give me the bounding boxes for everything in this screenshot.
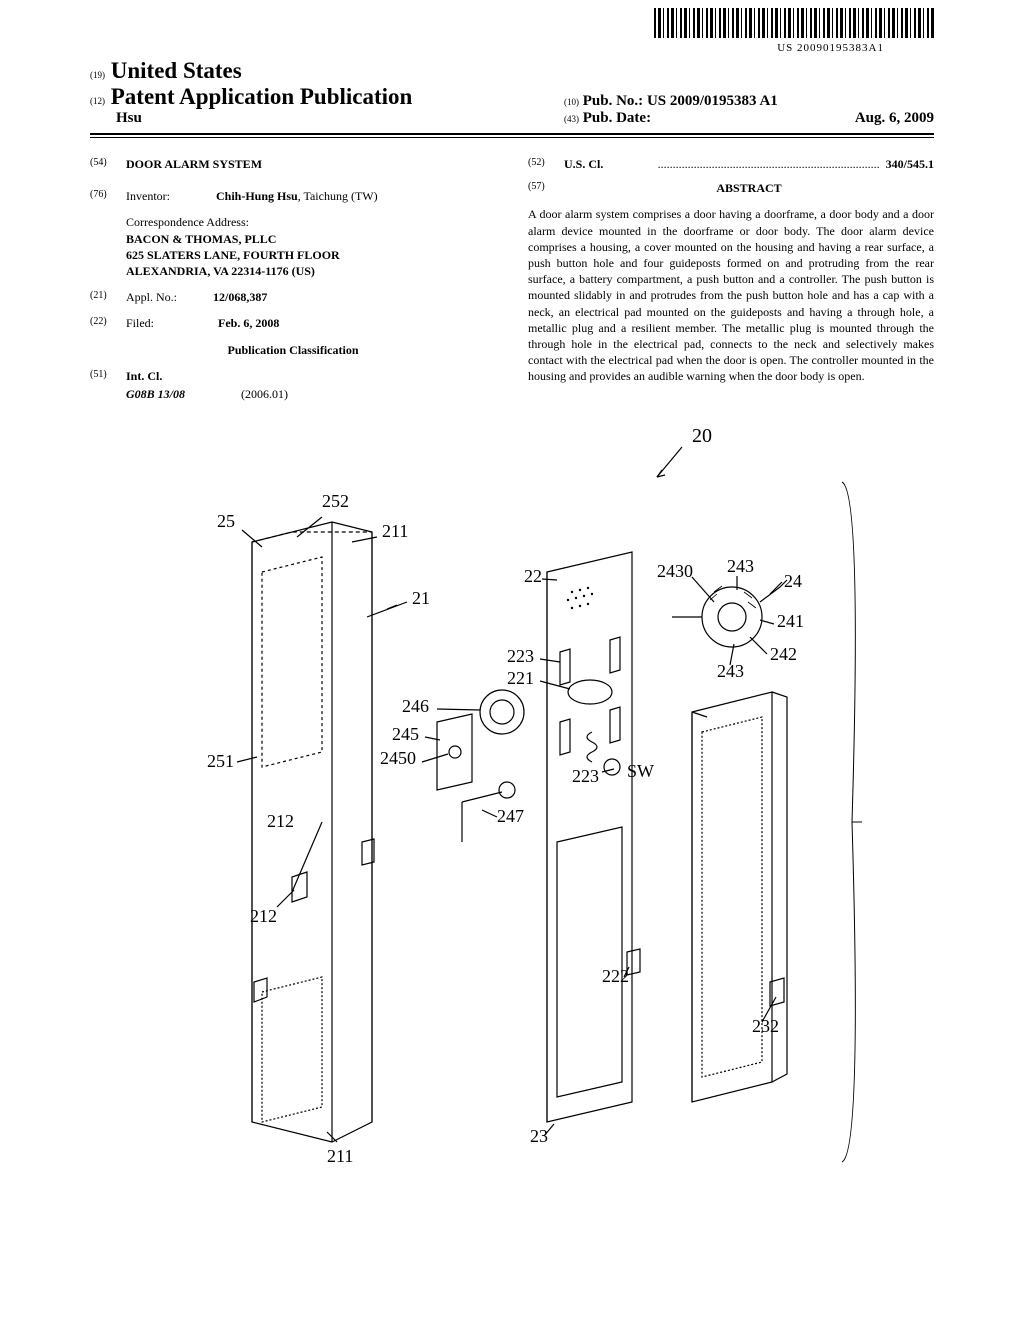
svg-text:22: 22 — [524, 566, 542, 586]
svg-text:211: 211 — [327, 1146, 353, 1166]
code-21: (21) — [90, 289, 126, 305]
pub-no-value: US 2009/0195383 A1 — [647, 93, 778, 109]
svg-text:251: 251 — [207, 751, 234, 771]
svg-text:2430: 2430 — [657, 561, 693, 581]
svg-text:232: 232 — [752, 1016, 779, 1036]
svg-text:SW: SW — [627, 761, 654, 781]
appl-label: Appl. No.: — [126, 290, 177, 304]
pub-no-label: Pub. No.: — [583, 93, 643, 109]
correspondence-label: Correspondence Address: — [126, 214, 496, 230]
corr-line2: 625 SLATERS LANE, FOURTH FLOOR — [126, 247, 496, 263]
pub-type: Patent Application Publication — [111, 84, 413, 109]
svg-text:247: 247 — [497, 806, 524, 826]
code-43: (43) — [564, 114, 579, 124]
barcode-text: US 20090195383A1 — [0, 42, 884, 54]
svg-text:252: 252 — [322, 491, 349, 511]
code-51: (51) — [90, 368, 126, 384]
header-block: (19) United States (12) Patent Applicati… — [0, 56, 1024, 127]
author-name: Hsu — [116, 110, 142, 126]
uscl-label: U.S. Cl. — [564, 156, 603, 172]
left-column: (54) DOOR ALARM SYSTEM (76) Inventor: Ch… — [90, 156, 496, 402]
figure-svg: 20 252 — [162, 422, 862, 1202]
rule-thick — [90, 133, 934, 135]
svg-text:245: 245 — [392, 724, 419, 744]
pub-date-label: Pub. Date: — [583, 110, 651, 126]
code-57: (57) — [528, 180, 564, 202]
header-right: (10) Pub. No.: US 2009/0195383 A1 (43) P… — [564, 93, 934, 127]
svg-text:2450: 2450 — [380, 748, 416, 768]
intcl-year: (2006.01) — [241, 387, 288, 401]
country-name: United States — [111, 58, 242, 83]
uscl-value: 340/545.1 — [886, 156, 934, 172]
svg-text:246: 246 — [402, 696, 429, 716]
svg-text:20: 20 — [692, 425, 712, 447]
svg-text:221: 221 — [507, 668, 534, 688]
filed-value: Feb. 6, 2008 — [218, 316, 279, 330]
intcl-code: G08B 13/08 — [126, 387, 185, 401]
svg-text:211: 211 — [382, 521, 408, 541]
svg-text:241: 241 — [777, 611, 804, 631]
rule-thin — [90, 137, 934, 138]
inventor-loc: , Taichung (TW) — [298, 189, 378, 203]
code-22: (22) — [90, 315, 126, 331]
header-left: (19) United States (12) Patent Applicati… — [90, 58, 412, 127]
code-54: (54) — [90, 156, 126, 172]
filed-label: Filed: — [126, 316, 154, 330]
inventor-name: Chih-Hung Hsu — [216, 189, 298, 203]
intcl-label: Int. Cl. — [126, 368, 496, 384]
svg-text:223: 223 — [572, 766, 599, 786]
code-52: (52) — [528, 156, 564, 172]
corr-line1: BACON & THOMAS, PLLC — [126, 231, 496, 247]
pub-date-value: Aug. 6, 2009 — [855, 110, 934, 127]
svg-text:242: 242 — [770, 644, 797, 664]
right-column: (52) U.S. Cl. ..........................… — [528, 156, 934, 402]
svg-text:25: 25 — [217, 511, 235, 531]
svg-text:212: 212 — [267, 811, 294, 831]
barcode-region: US 20090195383A1 — [0, 0, 1024, 56]
patent-figure: 20 252 — [0, 412, 1024, 1226]
invention-title: DOOR ALARM SYSTEM — [126, 156, 496, 172]
code-12: (12) — [90, 96, 105, 106]
svg-text:212: 212 — [250, 906, 277, 926]
bibliographic-columns: (54) DOOR ALARM SYSTEM (76) Inventor: Ch… — [0, 148, 1024, 412]
svg-text:23: 23 — [530, 1126, 548, 1146]
barcode-graphic — [654, 8, 934, 38]
svg-text:21: 21 — [412, 588, 430, 608]
svg-text:243: 243 — [727, 556, 754, 576]
abstract-heading: ABSTRACT — [564, 180, 934, 196]
inventor-label: Inventor: — [126, 189, 170, 203]
uscl-dots: ........................................… — [658, 156, 880, 172]
code-10: (10) — [564, 97, 579, 107]
code-76: (76) — [90, 188, 126, 204]
abstract-body: A door alarm system comprises a door hav… — [528, 206, 934, 384]
appl-value: 12/068,387 — [213, 290, 267, 304]
corr-line3: ALEXANDRIA, VA 22314-1176 (US) — [126, 263, 496, 279]
pub-classification-heading: Publication Classification — [90, 342, 496, 358]
code-19: (19) — [90, 70, 105, 80]
svg-text:223: 223 — [507, 646, 534, 666]
